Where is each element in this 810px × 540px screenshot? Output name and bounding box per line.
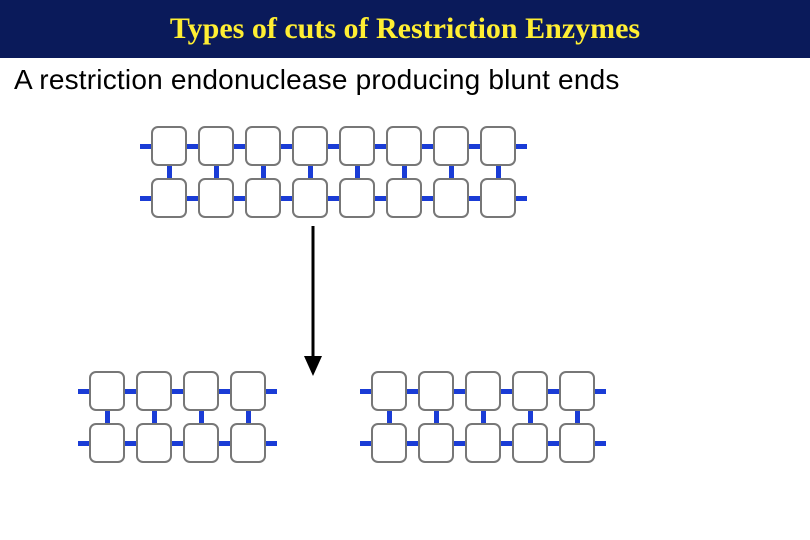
dna-bottom-right-strands <box>360 371 606 463</box>
nucleotide <box>89 371 125 411</box>
dna-bottom-left-strands <box>78 371 277 463</box>
base-pair-bond <box>575 411 580 423</box>
nucleotide <box>386 178 422 218</box>
nucleotide <box>559 371 595 411</box>
nucleotide <box>418 371 454 411</box>
nucleotide <box>230 423 266 463</box>
nucleotide <box>151 126 187 166</box>
slide-header: Types of cuts of Restriction Enzymes <box>0 0 810 58</box>
base-pair-bond <box>496 166 501 178</box>
nucleotide <box>245 126 281 166</box>
nucleotide <box>198 178 234 218</box>
nucleotide <box>183 371 219 411</box>
nucleotide <box>371 423 407 463</box>
nucleotide <box>512 423 548 463</box>
slide-title: Types of cuts of Restriction Enzymes <box>170 12 640 46</box>
nucleotide <box>418 423 454 463</box>
nucleotide <box>480 126 516 166</box>
nucleotide <box>371 371 407 411</box>
nucleotide <box>480 178 516 218</box>
nucleotide <box>151 178 187 218</box>
nucleotide <box>512 371 548 411</box>
nucleotide <box>465 423 501 463</box>
slide-subtitle: A restriction endonuclease producing blu… <box>0 64 810 96</box>
nucleotide <box>230 371 266 411</box>
nucleotide <box>183 423 219 463</box>
nucleotide <box>89 423 125 463</box>
nucleotide <box>339 126 375 166</box>
nucleotide <box>559 423 595 463</box>
nucleotide <box>433 178 469 218</box>
nucleotide <box>292 126 328 166</box>
nucleotide <box>433 126 469 166</box>
nucleotide <box>136 423 172 463</box>
nucleotide <box>198 126 234 166</box>
diagram-area <box>0 96 810 536</box>
dna-top-strands <box>140 126 527 218</box>
nucleotide <box>339 178 375 218</box>
nucleotide <box>245 178 281 218</box>
nucleotide <box>465 371 501 411</box>
arrow-down-icon <box>295 226 331 376</box>
base-pair-bond <box>246 411 251 423</box>
nucleotide <box>292 178 328 218</box>
nucleotide <box>386 126 422 166</box>
nucleotide <box>136 371 172 411</box>
